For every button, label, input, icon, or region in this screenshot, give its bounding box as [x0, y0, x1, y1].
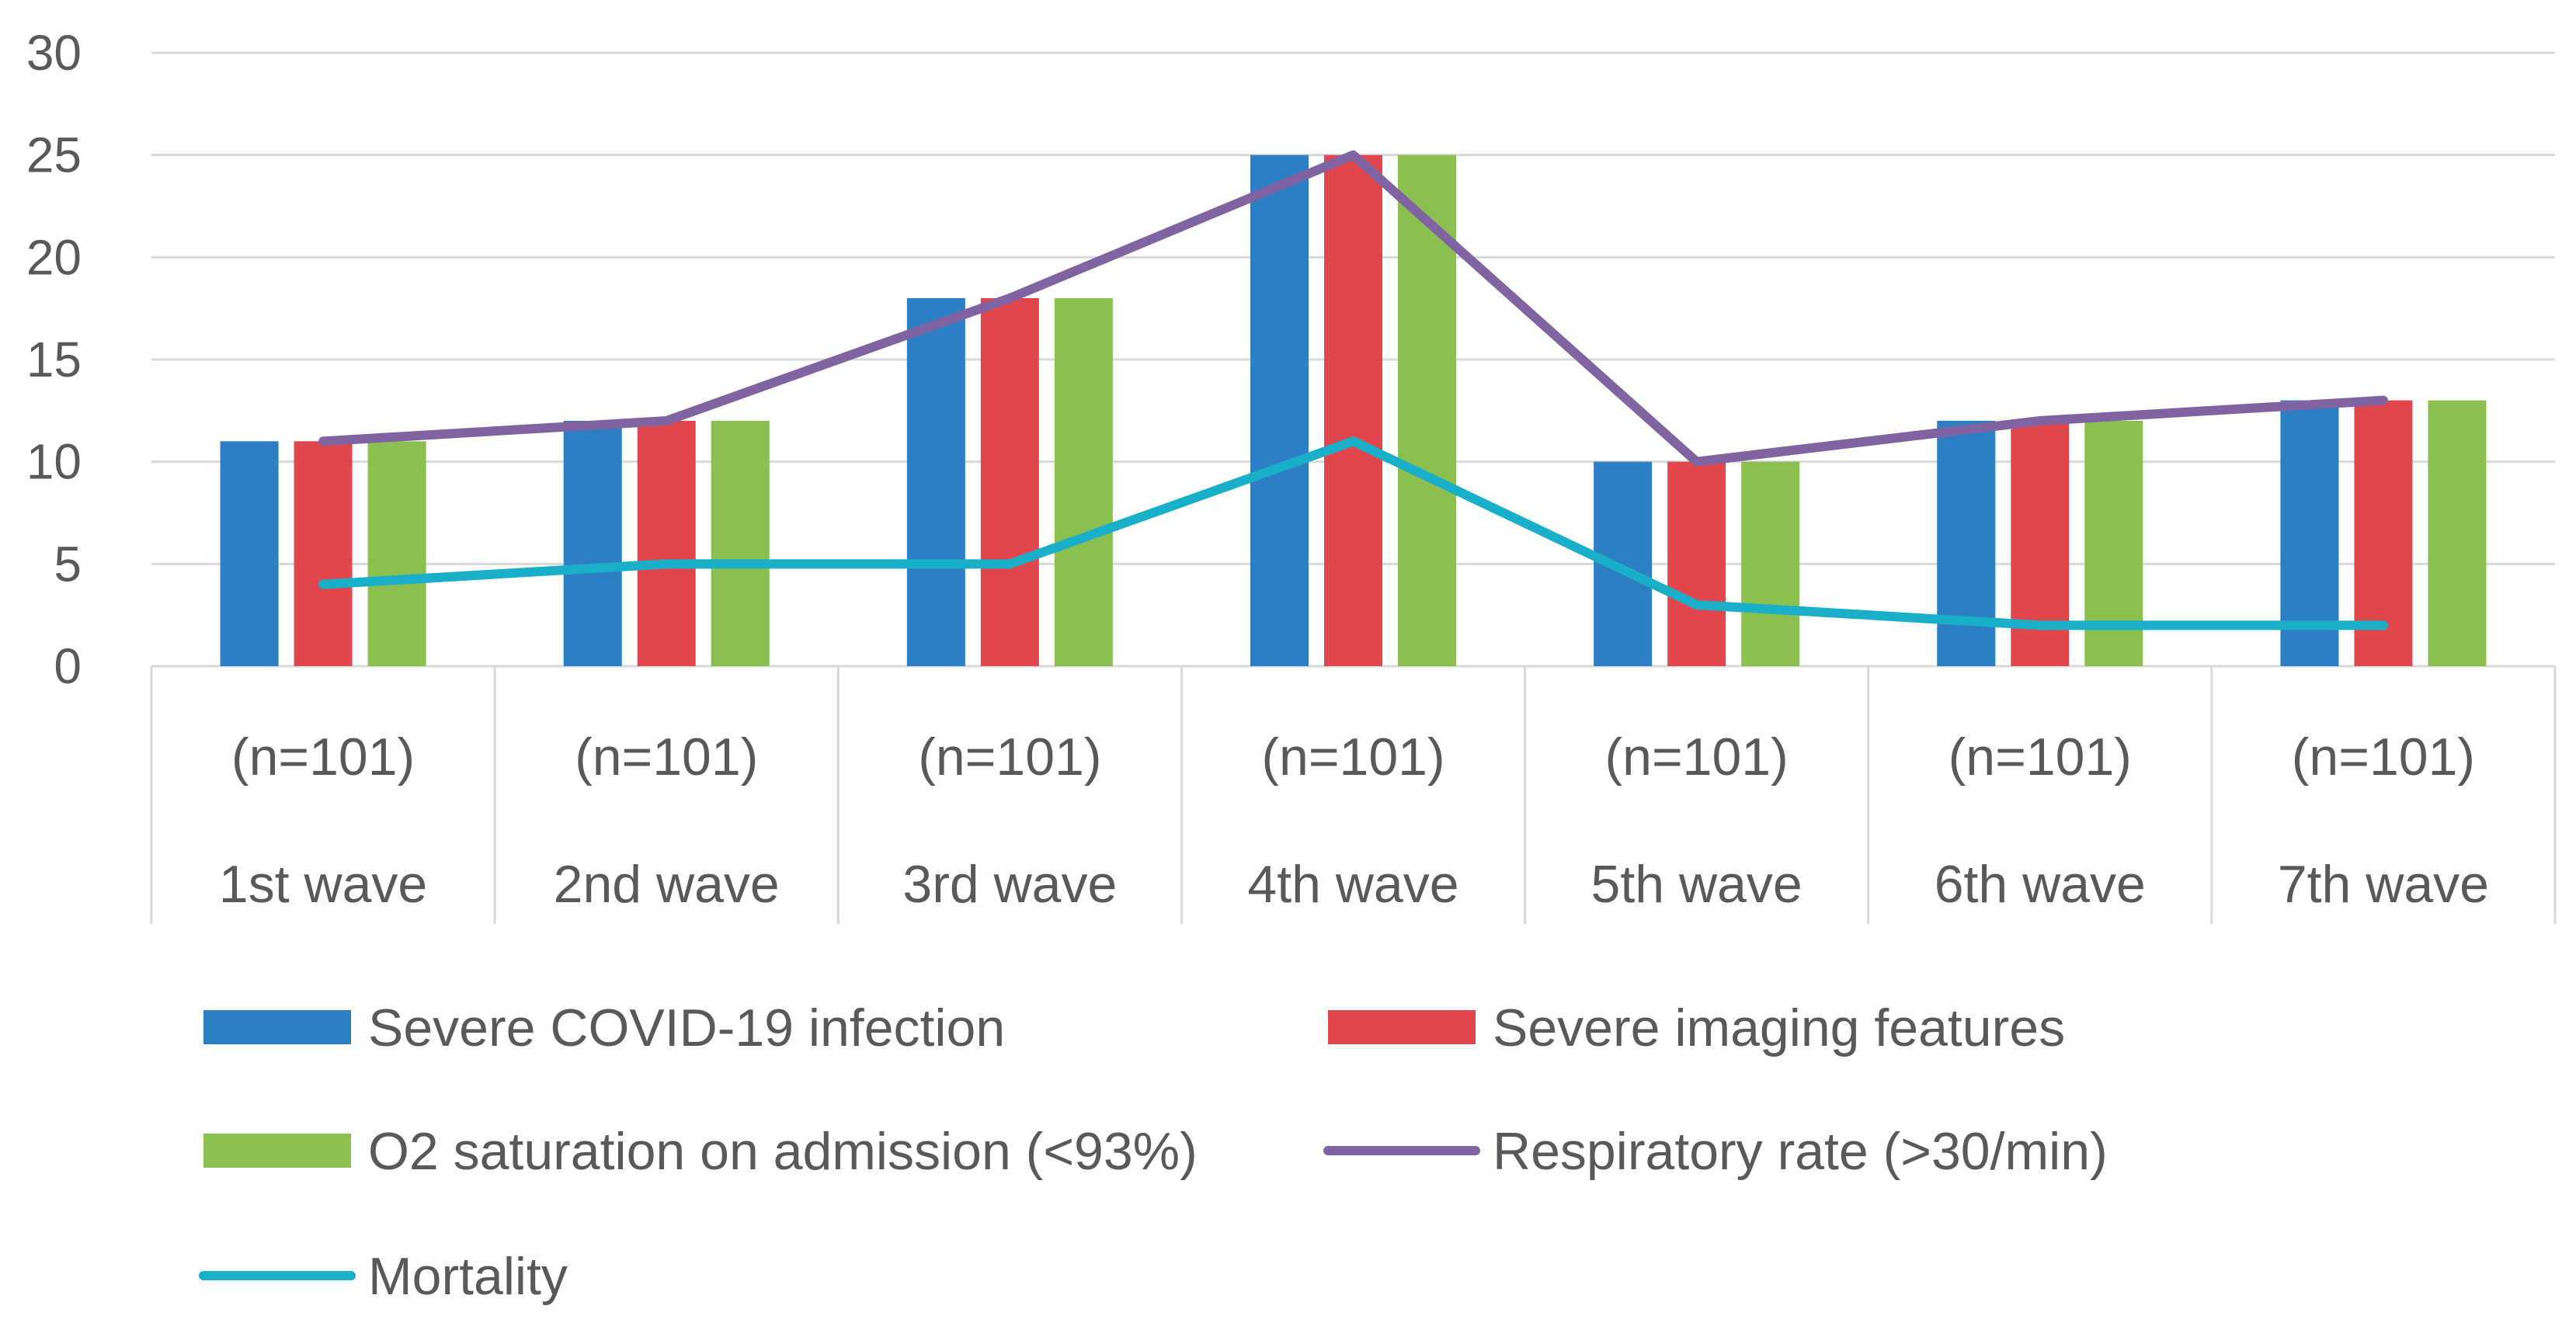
- bar-1-6: [1937, 421, 1996, 666]
- category-label-top: (n=101): [575, 728, 758, 787]
- y-tick-label: 25: [26, 127, 82, 183]
- category-label-top: (n=101): [2292, 728, 2475, 787]
- category-axis: (n=101) 1st wave (n=101) 2nd wave (n=101) 3rd…: [150, 666, 2557, 924]
- y-axis-ticks: 0 5 10 15 20 25 30: [26, 25, 82, 694]
- category-label-bottom: 1st wave: [219, 855, 427, 914]
- bar-2-5: [1667, 461, 1726, 666]
- y-tick-label: 5: [54, 536, 82, 592]
- y-tick-label: 30: [26, 25, 82, 81]
- category-label-bottom: 4th wave: [1247, 855, 1458, 914]
- legend-swatch-3: [203, 1134, 351, 1168]
- category-label-bottom: 6th wave: [1935, 855, 2146, 914]
- legend-swatch-2: [1328, 1010, 1476, 1044]
- category-label-top: (n=101): [1949, 728, 2132, 787]
- legend-label-3: O2 saturation on admission (<93%): [368, 1122, 1198, 1181]
- legend-label-5: Mortality: [368, 1247, 568, 1306]
- category-label-top: (n=101): [918, 728, 1101, 787]
- bar-1-1: [220, 441, 279, 666]
- bar-3-2: [711, 421, 770, 666]
- bar-3-1: [367, 441, 426, 666]
- y-tick-label: 10: [26, 434, 82, 490]
- legend-label-4: Respiratory rate (>30/min): [1493, 1122, 2108, 1181]
- y-tick-label: 15: [26, 332, 82, 387]
- line-series-2: [318, 436, 2388, 630]
- category-label-bottom: 3rd wave: [902, 855, 1117, 914]
- category-label-bottom: 5th wave: [1591, 855, 1803, 914]
- legend-swatch-1: [203, 1010, 351, 1044]
- bar-1-3: [906, 298, 965, 666]
- category-label-top: (n=101): [1605, 728, 1789, 787]
- bar-3-4: [1398, 155, 1456, 666]
- bar-3-3: [1054, 298, 1113, 666]
- lines: [318, 150, 2388, 630]
- legend: Severe COVID-19 infection Severe imaging …: [199, 998, 2108, 1306]
- bar-3-5: [1741, 461, 1800, 666]
- legend-label-1: Severe COVID-19 infection: [368, 998, 1005, 1057]
- bar-3-7: [2428, 400, 2487, 666]
- bar-1-4: [1250, 155, 1309, 666]
- category-label-top: (n=101): [231, 728, 415, 787]
- category-label-bottom: 2nd wave: [554, 855, 780, 914]
- line-series-1: [318, 150, 2388, 467]
- bar-2-2: [637, 421, 696, 666]
- y-tick-label: 20: [26, 229, 82, 285]
- legend-label-2: Severe imaging features: [1493, 998, 2065, 1057]
- bar-2-4: [1324, 155, 1382, 666]
- category-label-top: (n=101): [1261, 728, 1444, 787]
- bar-2-1: [294, 441, 353, 666]
- bar-2-3: [980, 298, 1039, 666]
- bar-1-2: [563, 421, 622, 666]
- category-label-bottom: 7th wave: [2278, 855, 2489, 914]
- y-tick-label: 0: [54, 638, 82, 694]
